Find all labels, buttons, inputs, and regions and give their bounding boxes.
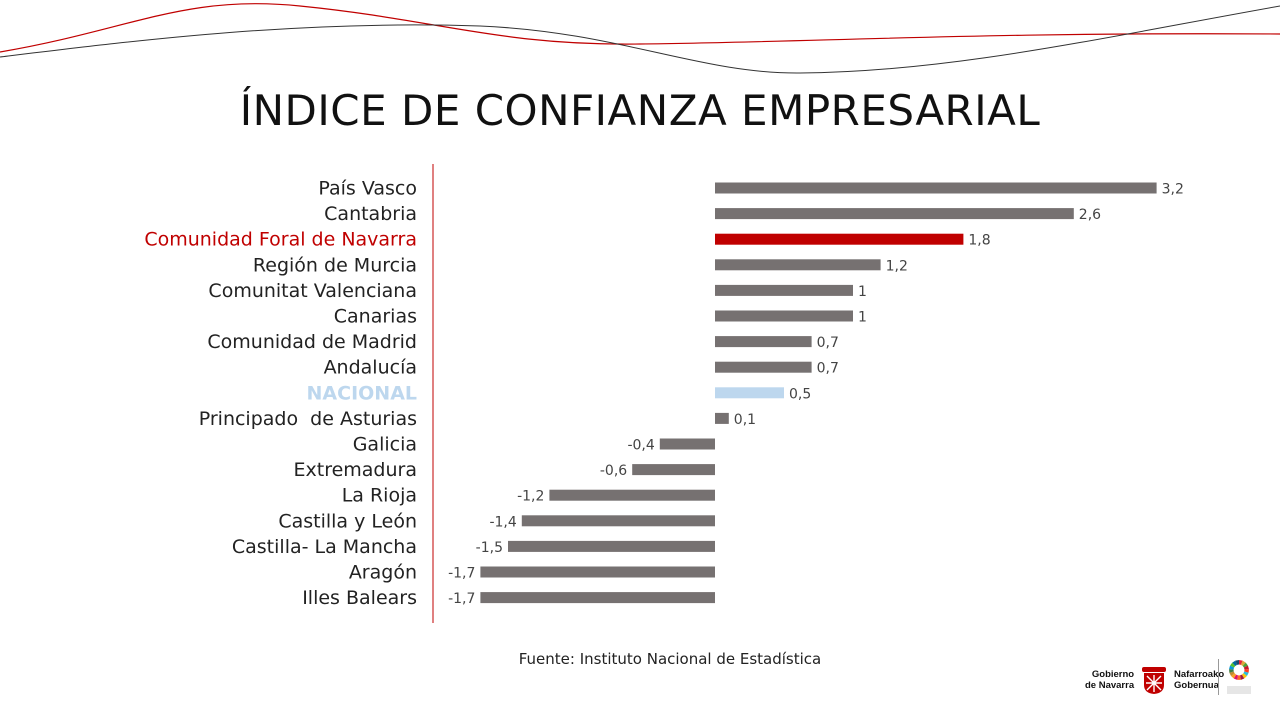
agenda-ring-segment [1229,669,1234,673]
value-label-comunidad-de-madrid: 0,7 [817,335,839,351]
bar-castilla-y-leon [521,515,715,527]
value-label-cantabria: 2,6 [1079,207,1101,223]
bar-nacional [715,387,784,399]
bar-galicia [659,438,715,450]
value-label-pais-vasco: 3,2 [1162,182,1184,198]
agenda-ring-segment [1229,665,1235,670]
value-label-nacional: 0,5 [789,386,811,402]
agenda-ring-segment [1242,662,1248,668]
decorative-waves [0,3,1280,74]
category-label-comunidad-foral-de-navarra: Comunidad Foral de Navarra [144,229,417,251]
category-label-extremadura: Extremadura [294,459,418,481]
value-label-region-de-murcia: 1,2 [886,258,908,274]
category-label-comunidad-de-madrid: Comunidad de Madrid [207,331,417,353]
value-labels: 3,22,61,81,2110,70,70,50,1-0,4-0,6-1,2-1… [448,182,1184,608]
value-label-comunitat-valenciana: 1 [858,284,867,300]
bar-canarias [715,310,853,322]
bar-comunidad-foral-de-navarra [715,233,964,245]
value-label-aragon: -1,7 [448,566,475,582]
wave-red-line [0,3,1280,53]
category-label-cantabria: Cantabria [324,203,417,225]
value-label-canarias: 1 [858,310,867,326]
category-label-nacional: NACIONAL [307,382,417,404]
value-label-galicia: -0,4 [627,438,654,454]
category-label-galicia: Galicia [353,434,417,456]
bar-cantabria [715,208,1074,220]
bar-aragon [480,566,715,578]
agenda-ring-segment [1243,671,1249,677]
value-label-illes-balears: -1,7 [448,591,475,607]
agenda-ring-segment [1230,662,1236,668]
value-label-extremadura: -0,6 [600,463,627,479]
bar-comunidad-de-madrid [715,336,812,348]
bar-region-de-murcia [715,259,881,271]
agenda-ring-segment [1244,669,1249,673]
category-label-la-rioja: La Rioja [342,485,417,507]
agenda-ring-segment [1240,674,1245,680]
value-label-la-rioja: -1,2 [517,489,544,505]
category-labels: País Vasco Cantabria Comunidad Foral de Na… [144,178,417,610]
agenda-ring-segment [1241,673,1247,679]
agenda-2030-logo [1227,660,1251,694]
category-label-andalucia: Andalucía [324,357,417,379]
value-label-castilla-y-leon: -1,4 [489,514,516,530]
bar-comunitat-valenciana [715,284,853,296]
bar-andalucia [715,361,812,373]
category-label-principado-de-asturias: Principado de Asturias [199,408,417,430]
category-label-aragon: Aragón [349,562,417,584]
agenda-ring-segment [1232,660,1238,666]
page-title: ÍNDICE DE CONFIANZA EMPRESARIAL [239,86,1041,135]
category-label-castilla-y-leon: Castilla y León [278,510,417,532]
value-label-principado-de-asturias: 0,1 [734,412,756,428]
category-label-canarias: Canarias [334,306,417,328]
nafarroako-gobernua-logo-text: Nafarroako Gobernua [1174,669,1225,691]
category-label-pais-vasco: País Vasco [318,178,417,200]
source-note: Fuente: Instituto Nacional de Estadístic… [518,650,822,668]
value-label-castilla-la-mancha: -1,5 [476,540,503,556]
value-label-comunidad-foral-de-navarra: 1,8 [968,233,990,249]
category-label-castilla-la-mancha: Castilla- La Mancha [232,536,417,558]
agenda-wordmark-shape [1227,686,1251,694]
bar-castilla-la-mancha [508,540,715,552]
bar-illes-balears [480,592,715,604]
bar-pais-vasco [715,182,1157,194]
bars [480,182,1157,604]
agenda-ring-segment [1235,660,1239,665]
agenda-ring-segment [1243,665,1249,670]
bar-chart: País Vasco Cantabria Comunidad Foral de Na… [144,164,1184,623]
bar-la-rioja [549,489,715,501]
agenda-ring-segment [1231,673,1237,679]
value-label-andalucia: 0,7 [817,361,839,377]
bar-extremadura [632,464,715,476]
agenda-ring-segment [1240,660,1246,666]
bar-principado-de-asturias [715,412,729,424]
category-label-illes-balears: Illes Balears [302,587,417,609]
footer-logos: Gobierno de Navarra Nafarroako Gobernua [1082,657,1262,697]
logo-divider [1218,659,1219,695]
agenda-ring-segment [1233,674,1238,680]
category-label-region-de-murcia: Región de Murcia [253,254,417,276]
agenda-ring-segment [1239,660,1243,665]
agenda-ring-segment [1237,675,1241,680]
navarra-coat-of-arms-icon [1142,667,1166,694]
wave-dark-line [0,5,1280,74]
gobierno-navarra-logo-text: Gobierno de Navarra [1085,669,1135,691]
agenda-ring-segment [1229,671,1235,677]
category-label-comunitat-valenciana: Comunitat Valenciana [208,280,417,302]
